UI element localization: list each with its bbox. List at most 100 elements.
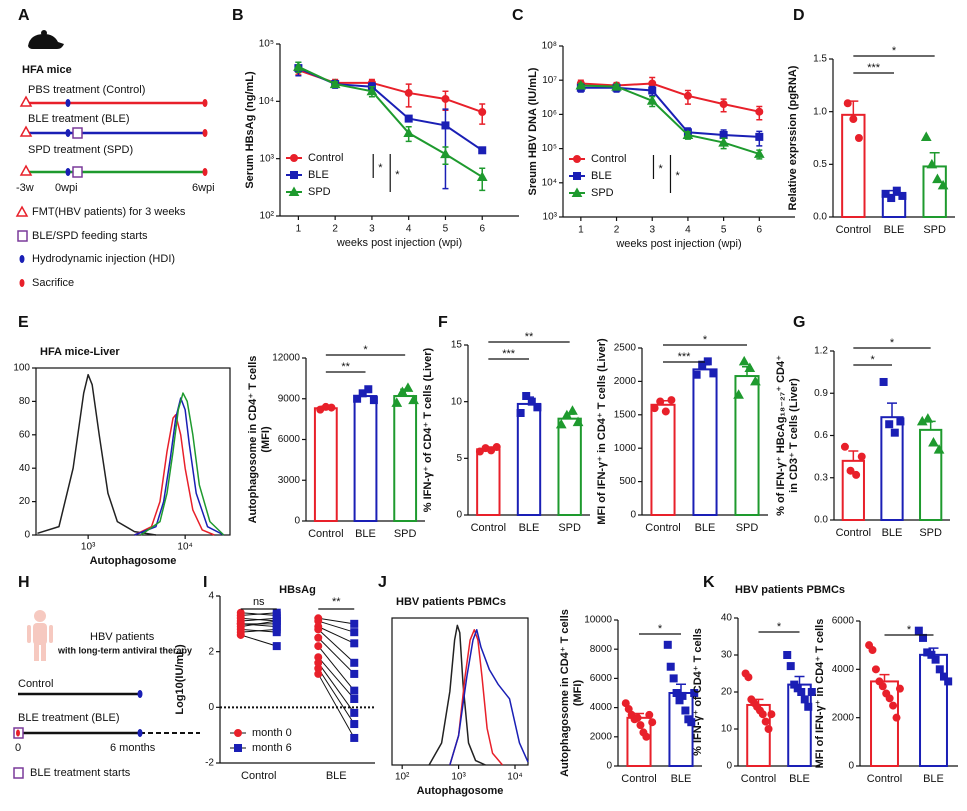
x-tick-label: 3 (649, 225, 655, 236)
marker (350, 628, 359, 637)
marker (561, 409, 573, 420)
marker (476, 171, 488, 181)
marker (933, 444, 945, 454)
pair-line (240, 634, 277, 647)
x-tick-label: SPD (923, 224, 946, 236)
y-tick-label: 9000 (278, 393, 301, 404)
x-tick-label: 4 (685, 225, 691, 236)
marker (573, 155, 581, 163)
marker (928, 437, 939, 447)
sig-label: * (871, 354, 876, 366)
marker (682, 129, 694, 139)
marker (843, 99, 852, 108)
marker (786, 662, 795, 671)
error-bar (887, 402, 897, 418)
y-tick-label: -2 (205, 758, 214, 769)
y-tick-label: 0.0 (813, 212, 827, 223)
arm-label: SPD treatment (SPD) (28, 144, 133, 156)
y-tick-label: 4 (208, 591, 214, 602)
marker (646, 95, 658, 105)
marker (709, 369, 718, 378)
marker (642, 732, 651, 741)
marker (885, 694, 894, 703)
panel-letter: A (18, 7, 30, 24)
marker (857, 452, 866, 461)
marker (350, 669, 359, 678)
time-symbol (16, 729, 20, 737)
marker (314, 633, 323, 642)
sig-label: *** (502, 348, 516, 360)
y-axis-label: in CD3⁺ T cells (Liver) (788, 378, 800, 493)
bar (476, 448, 501, 516)
bar (841, 113, 866, 218)
marker (733, 389, 744, 399)
x-tick-label: BLE (695, 522, 716, 534)
sig-label: * (363, 344, 368, 356)
x-tick-label: 2 (614, 225, 620, 236)
marker (681, 706, 690, 715)
marker (272, 642, 281, 651)
x-tick-label: 2 (332, 224, 338, 235)
marker (234, 744, 242, 752)
y-tick-label: 20 (721, 687, 733, 698)
arm-label: Control (18, 678, 53, 690)
marker (854, 134, 863, 142)
y-tick-label: 6000 (832, 616, 855, 627)
group-label: HBV patients (90, 631, 155, 643)
x-tick-label: BLE (326, 770, 347, 782)
marker (516, 409, 525, 417)
error-bar (925, 420, 936, 430)
error-bar (879, 673, 890, 682)
y-tick-label: 0.3 (814, 472, 828, 483)
marker (288, 186, 300, 196)
pair-line (317, 629, 355, 664)
arm-label: BLE treatment (BLE) (18, 712, 120, 724)
x-tick-label: Control (471, 522, 506, 534)
marker (404, 114, 413, 123)
y-tick-label: 4000 (590, 702, 613, 713)
marker (926, 158, 938, 169)
x-tick-label: BLE (789, 773, 810, 785)
marker (350, 686, 359, 695)
marker (663, 640, 672, 649)
sig-label: * (907, 624, 912, 636)
marker (391, 397, 403, 407)
legend-label: Control (591, 153, 626, 165)
pair-line (240, 617, 277, 622)
y-tick-label: 15 (451, 340, 463, 351)
x-axis-label: weeks post injection (wpi) (615, 238, 741, 250)
sig-label: * (395, 169, 400, 181)
y-tick-label: 10³ (543, 212, 558, 223)
panel-letter: E (18, 314, 29, 331)
legend-symbol (13, 767, 24, 779)
x-axis-label: Autophagosome (417, 785, 504, 797)
marker (939, 672, 948, 681)
marker (403, 127, 415, 138)
y-tick-label: 2500 (614, 343, 637, 354)
y-axis-label: Log10(IU/mL) (174, 644, 186, 715)
marker (492, 443, 501, 451)
y-tick-label: 0 (726, 761, 732, 772)
marker (892, 713, 901, 722)
marker (683, 91, 692, 100)
x-tick-label: SPD (736, 522, 759, 534)
x-tick-label: 3 (369, 224, 375, 235)
x-tick-label: BLE (519, 522, 540, 534)
y-tick-label: 2 (208, 646, 214, 657)
marker (661, 407, 670, 416)
x-tick-label: Control (308, 528, 343, 540)
x-tick-label: 6 (757, 225, 763, 236)
y-tick-label: 10⁵ (542, 143, 557, 154)
x-tick-label: 10² (395, 772, 410, 783)
x-axis-label: weeks post injection (wpi) (336, 237, 462, 249)
panel-letter: G (793, 314, 805, 331)
marker (764, 725, 773, 733)
diagram-a: HFA mice PBS treatment (Control) BLE tre… (15, 30, 215, 289)
marker (868, 646, 877, 654)
timeline-symbols (19, 95, 208, 178)
legend-symbol (19, 279, 25, 287)
marker (931, 655, 940, 664)
chart-title: HFA mice-Liver (40, 346, 120, 358)
chart-title: HBV patients PBMCs (735, 584, 845, 596)
diagram-h: HBV patients with long-term antiviral th… (13, 610, 200, 779)
